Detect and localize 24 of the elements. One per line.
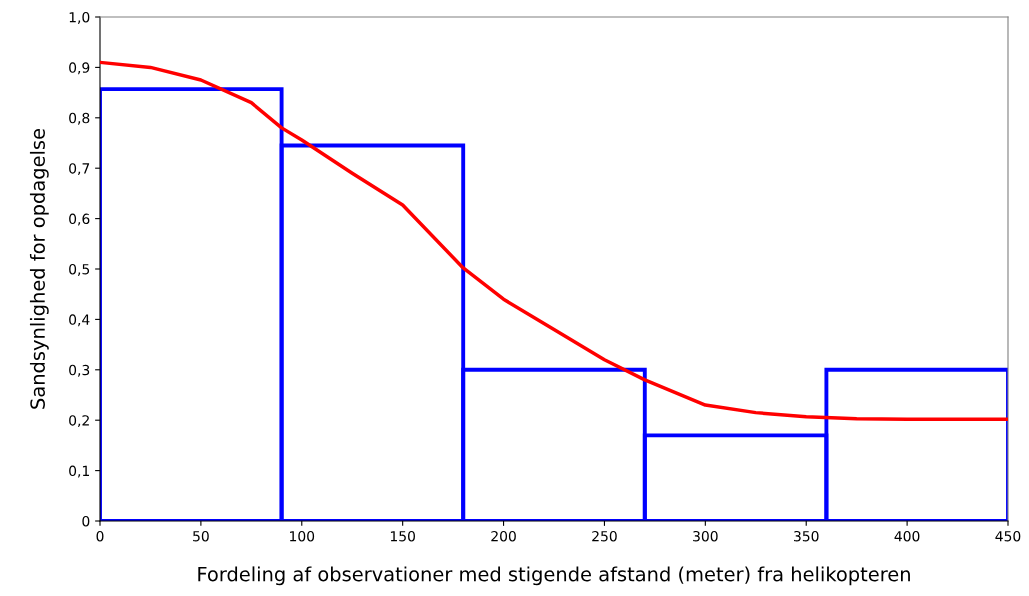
y-tick-label: 0,8 [69,112,90,125]
y-tick-label: 0,9 [69,62,90,75]
x-axis-title: Fordeling af observationer med stigende afstand (meter) fra helikopteren [198,566,910,586]
y-tick-label: 0,1 [69,465,89,478]
y-tick-label: 0,3 [69,364,90,377]
y-tick-label: 0,5 [69,263,90,276]
y-tick-label: 0,4 [69,314,90,327]
x-tick-label: 0 [96,530,104,542]
y-tick-label: 0,7 [69,163,90,176]
x-tick-label: 150 [390,530,415,542]
y-tick-label: 0 [82,515,90,527]
x-tick-label: 300 [693,530,718,542]
y-tick-label: 0,6 [69,213,90,226]
x-tick-label: 400 [894,530,920,542]
x-tick-label: 50 [193,530,209,542]
line-series [100,60,1008,421]
y-tick-label: 1,0 [69,11,90,24]
x-tick-label: 250 [592,530,617,542]
y-tick-label: 0,2 [69,415,89,428]
x-tick-label: 350 [794,530,819,542]
y-axis-title: Sandsynlighed for opdagelse [29,129,49,409]
x-tick-label: 200 [491,530,516,542]
x-tick-label: 100 [290,530,315,542]
x-tick-label: 450 [995,530,1021,542]
